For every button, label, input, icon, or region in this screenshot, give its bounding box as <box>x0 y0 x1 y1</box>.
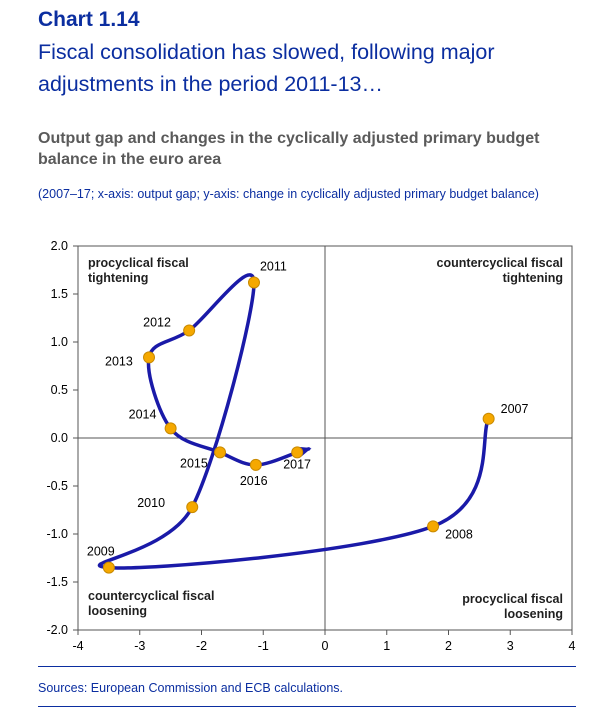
data-point-2015 <box>214 446 227 459</box>
chart-number: Chart 1.14 <box>38 8 140 31</box>
data-point-2008 <box>427 520 440 533</box>
sources-note: Sources: European Commission and ECB cal… <box>38 681 344 695</box>
axes: 2.0 1.5 1.0 0.5 0.0 -0.5 -1.0 -1.5 -2.0 -4 -3 -2 -1 0… <box>46 239 575 653</box>
data-point-2007 <box>482 412 495 425</box>
data-point-2014 <box>164 422 177 435</box>
quadrant-label-bottom-left: countercyclical fiscal loosening <box>88 589 214 618</box>
footer-divider <box>38 666 576 667</box>
y-tick-label: -0.5 <box>46 479 68 493</box>
x-tick-label: 0 <box>322 639 329 653</box>
point-label-2007: 2007 <box>501 402 529 416</box>
point-label-2013: 2013 <box>105 354 133 368</box>
series: 2007 2008 2009 2010 2011 2012 2013 2014 2015 2016… <box>87 259 529 574</box>
y-tick-label: -1.0 <box>46 527 68 541</box>
point-label-2009: 2009 <box>87 545 115 559</box>
point-label-2014: 2014 <box>129 407 157 421</box>
chart-subtitle: Output gap and changes in the cyclically… <box>38 130 540 168</box>
y-tick-label: 1.0 <box>51 335 68 349</box>
data-point-2010 <box>186 501 199 514</box>
quadrant-label-bottom-right: procyclical fiscal loosening <box>462 592 563 621</box>
x-tick-label: 3 <box>507 639 514 653</box>
quadrant-label-top-left: procyclical fiscal tightening <box>88 256 189 285</box>
point-label-2008: 2008 <box>445 527 473 541</box>
x-tick-label: 2 <box>445 639 452 653</box>
chart-headline: Fiscal consolidation has slowed, followi… <box>38 40 495 96</box>
data-point-2009 <box>102 561 115 574</box>
x-tick-label: -2 <box>196 639 207 653</box>
y-tick-label: 1.5 <box>51 287 68 301</box>
y-tick-label: 2.0 <box>51 239 68 253</box>
x-tick-label: -4 <box>72 639 83 653</box>
x-tick-label: 4 <box>569 639 576 653</box>
point-label-2012: 2012 <box>143 315 171 329</box>
data-point-2012 <box>183 324 196 337</box>
quadrant-label-top-right: countercyclical fiscal tightening <box>437 256 563 285</box>
point-label-2011: 2011 <box>260 259 287 273</box>
y-tick-label: 0.0 <box>51 431 68 445</box>
data-point-2017 <box>291 446 304 459</box>
y-tick-label: 0.5 <box>51 383 68 397</box>
point-label-2016: 2016 <box>240 474 268 488</box>
y-tick-label: -1.5 <box>46 575 68 589</box>
x-tick-label: -1 <box>258 639 269 653</box>
data-point-2013 <box>143 351 156 364</box>
point-label-2017: 2017 <box>283 457 311 471</box>
y-tick-label: -2.0 <box>46 623 68 637</box>
quadrant-labels: procyclical fiscal tightening countercycli… <box>88 256 563 621</box>
x-tick-label: 1 <box>383 639 390 653</box>
series-line <box>97 273 491 570</box>
point-label-2015: 2015 <box>180 456 208 470</box>
data-point-2016 <box>249 458 262 471</box>
chart-units-note: (2007–17; x-axis: output gap; y-axis: ch… <box>38 187 539 201</box>
data-point-2011 <box>247 276 260 289</box>
point-label-2010: 2010 <box>137 496 165 510</box>
x-tick-label: -3 <box>134 639 145 653</box>
bottom-divider <box>38 706 576 707</box>
